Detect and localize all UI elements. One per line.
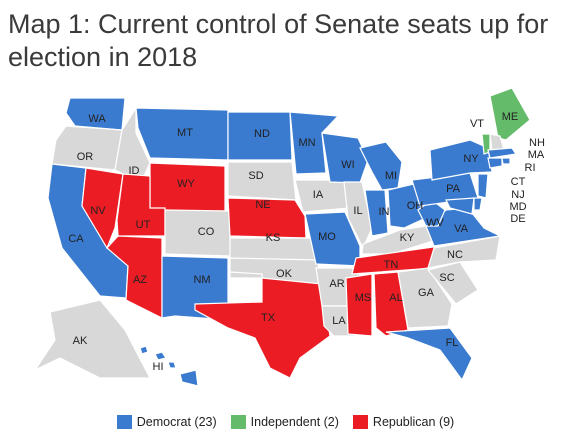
state-or [51, 125, 123, 171]
state-label-wi: WI [341, 159, 354, 171]
state-label-ut: UT [136, 219, 151, 231]
state-label-ia: IA [313, 189, 324, 201]
state-il [343, 181, 373, 250]
state-label-hi: HI [153, 361, 164, 373]
us-senate-map: WA OR CA NV ID MT WY UT AZ CO NM ND SD NE KS OK TX MN IA MO… [0, 78, 571, 398]
state-label-wy: WY [177, 178, 195, 190]
state-label-sc: SC [439, 272, 454, 284]
state-label-ct: CT [511, 176, 526, 188]
state-label-or: OR [77, 151, 94, 163]
state-label-wa: WA [88, 113, 106, 125]
state-label-de: DE [510, 213, 525, 225]
legend-swatch-democrat [116, 415, 132, 429]
map-title: Map 1: Current control of Senate seats u… [8, 9, 549, 72]
state-label-az: AZ [133, 274, 147, 286]
state-label-tn: TN [384, 259, 399, 271]
legend: Democrat (23) Independent (2) Republican… [0, 410, 571, 434]
us-map-svg: WA OR CA NV ID MT WY UT AZ CO NM ND SD NE KS OK TX MN IA MO… [33, 87, 545, 387]
state-label-nh: NH [529, 137, 545, 149]
state-va [425, 207, 502, 247]
state-md [445, 197, 475, 215]
state-label-il: IL [353, 205, 362, 217]
state-az [106, 235, 163, 319]
state-label-ca: CA [68, 233, 84, 245]
legend-swatch-republican [352, 415, 368, 429]
legend-item-independent: Independent (2) [230, 415, 339, 429]
state-label-ky: KY [400, 232, 415, 244]
legend-item-republican: Republican (9) [352, 415, 455, 429]
state-label-fl: FL [446, 337, 459, 349]
state-label-ne: NE [255, 199, 270, 211]
state-label-va: VA [454, 223, 469, 235]
state-label-nc: NC [447, 249, 463, 261]
state-label-vt: VT [470, 118, 484, 130]
state-label-pa: PA [446, 183, 461, 195]
state-label-me: ME [502, 111, 519, 123]
state-fl [385, 327, 473, 382]
state-label-ny: NY [463, 153, 479, 165]
state-label-ga: GA [418, 287, 435, 299]
state-nj [477, 173, 489, 199]
legend-label-democrat: Democrat (23) [136, 415, 217, 429]
state-label-oh: OH [407, 200, 424, 212]
state-nd [227, 111, 293, 161]
state-wi [321, 132, 369, 184]
state-label-wv: WV [426, 217, 444, 229]
state-me [489, 87, 531, 141]
state-label-ms: MS [355, 292, 372, 304]
state-label-ri: RI [525, 162, 536, 174]
state-label-ks: KS [266, 232, 281, 244]
state-label-nv: NV [90, 205, 106, 217]
state-ny [429, 139, 493, 181]
state-label-mo: MO [318, 231, 336, 243]
state-label-nj: NJ [511, 189, 524, 201]
state-label-id: ID [129, 165, 140, 177]
state-label-ok: OK [276, 268, 293, 280]
state-mo [304, 211, 361, 267]
state-mn [289, 111, 340, 175]
state-ma [487, 147, 518, 159]
state-label-mt: MT [177, 127, 193, 139]
state-label-la: LA [332, 315, 346, 327]
legend-swatch-independent [230, 415, 246, 429]
state-label-mn: MN [298, 137, 315, 149]
state-label-co: CO [198, 226, 215, 238]
state-label-al: AL [389, 292, 402, 304]
state-label-tx: TX [261, 312, 276, 324]
state-ct [487, 157, 503, 169]
state-label-in: IN [379, 206, 390, 218]
state-nv [81, 167, 124, 250]
state-label-mi: MI [385, 170, 397, 182]
state-tx [194, 277, 331, 379]
legend-label-independent: Independent (2) [250, 415, 339, 429]
state-label-nm: NM [193, 274, 210, 286]
state-label-ar: AR [329, 278, 344, 290]
state-label-sd: SD [248, 170, 263, 182]
state-ga [397, 267, 453, 329]
legend-label-republican: Republican (9) [372, 415, 455, 429]
state-ms [345, 273, 373, 337]
state-ne [227, 197, 307, 239]
state-label-nd: ND [254, 128, 270, 140]
state-hi [139, 345, 199, 387]
state-ak [33, 299, 151, 379]
state-label-ma: MA [528, 149, 545, 161]
state-sd [227, 161, 297, 201]
state-in [364, 189, 389, 237]
legend-item-democrat: Democrat (23) [116, 415, 217, 429]
state-sc [426, 261, 479, 305]
state-mt [135, 107, 229, 161]
state-ri [501, 157, 511, 165]
state-label-md: MD [509, 201, 526, 213]
state-label-ak: AK [73, 335, 88, 347]
state-de [473, 197, 483, 211]
